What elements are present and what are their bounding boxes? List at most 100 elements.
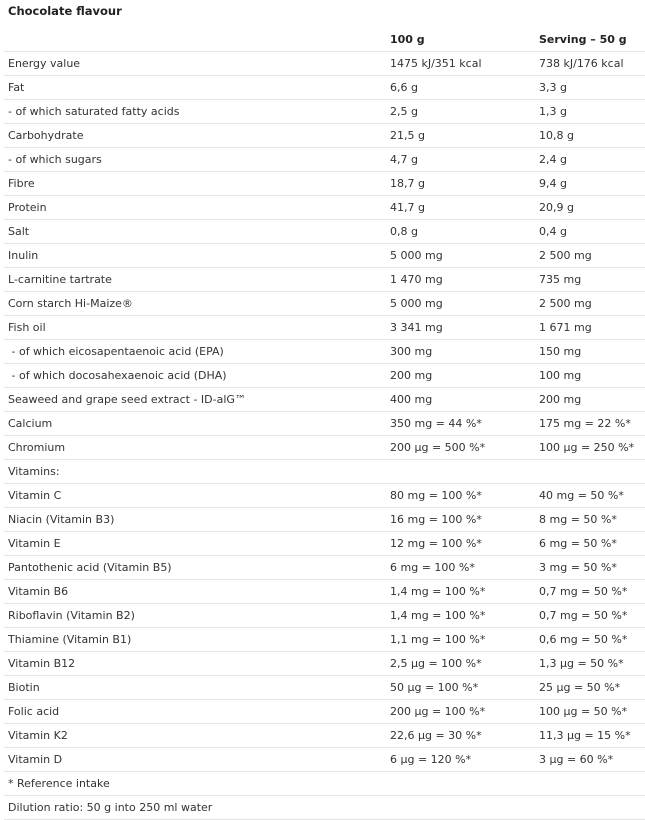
value-per-100g: 350 mg = 44 %*	[386, 411, 535, 436]
nutrient-name: Seaweed and grape seed extract - ID-alG™	[4, 387, 386, 412]
value-per-serving: 8 mg = 50 %*	[535, 507, 645, 532]
value-per-100g: 6 mg = 100 %*	[386, 555, 535, 580]
value-per-100g: 22,6 μg = 30 %*	[386, 723, 535, 748]
value-per-serving: 0,7 mg = 50 %*	[535, 579, 645, 604]
value-per-serving: 10,8 g	[535, 123, 645, 148]
table-row: Energy value 1475 kJ/351 kcal 738 kJ/176 k…	[4, 51, 645, 76]
table-row: Inulin 5 000 mg 2 500 mg	[4, 243, 645, 268]
value-per-100g: 2,5 g	[386, 99, 535, 124]
table-row: - of which sugars 4,7 g 2,4 g	[4, 147, 645, 172]
nutrient-name: Vitamin C	[4, 483, 386, 508]
value-per-100g: 80 mg = 100 %*	[386, 483, 535, 508]
nutrient-name: Inulin	[4, 243, 386, 268]
table-row: Corn starch Hi-Maize® 5 000 mg 2 500 mg	[4, 291, 645, 316]
value-per-serving: 40 mg = 50 %*	[535, 483, 645, 508]
table-row: Vitamin B12 2,5 μg = 100 %* 1,3 μg = 50 %*	[4, 651, 645, 676]
value-per-100g: 4,7 g	[386, 147, 535, 172]
nutrient-name: Carbohydrate	[4, 123, 386, 148]
value-per-100g: 21,5 g	[386, 123, 535, 148]
nutrient-name: Calcium	[4, 411, 386, 436]
value-per-serving: 3 mg = 50 %*	[535, 555, 645, 580]
value-per-serving: 1 671 mg	[535, 315, 645, 340]
table-row: - of which docosahexaenoic acid (DHA) 200…	[4, 363, 645, 388]
table-row: Vitamin K2 22,6 μg = 30 %* 11,3 μg = 15 %*	[4, 723, 645, 748]
table-row: Dilution ratio: 50 g into 250 ml water	[4, 795, 645, 820]
value-per-100g: 1475 kJ/351 kcal	[386, 51, 535, 76]
table-row: Vitamins:	[4, 459, 645, 484]
value-per-serving: 20,9 g	[535, 195, 645, 220]
value-per-100g: 6,6 g	[386, 75, 535, 100]
value-per-serving	[535, 459, 645, 484]
value-per-serving: 2 500 mg	[535, 291, 645, 316]
table-title: Chocolate flavour	[8, 4, 122, 18]
value-per-100g: 5 000 mg	[386, 291, 535, 316]
value-per-serving: 1,3 μg = 50 %*	[535, 651, 645, 676]
table-row: - of which saturated fatty acids 2,5 g 1,3…	[4, 99, 645, 124]
nutrient-name: Protein	[4, 195, 386, 220]
table-row: Protein 41,7 g 20,9 g	[4, 195, 645, 220]
value-per-100g: 41,7 g	[386, 195, 535, 220]
table-row: - of which eicosapentaenoic acid (EPA) 30…	[4, 339, 645, 364]
table-row: Folic acid 200 μg = 100 %* 100 μg = 50 %*	[4, 699, 645, 724]
value-per-100g: 12 mg = 100 %*	[386, 531, 535, 556]
table-header-row: 100 g Serving – 50 g	[4, 28, 645, 52]
value-per-100g	[386, 459, 535, 484]
nutrient-name: Vitamin D	[4, 747, 386, 772]
value-per-100g: 1,4 mg = 100 %*	[386, 579, 535, 604]
nutrient-name: L-carnitine tartrate	[4, 267, 386, 292]
value-per-100g: 5 000 mg	[386, 243, 535, 268]
header-per-serving: Serving – 50 g	[535, 28, 645, 52]
nutrient-name: - of which saturated fatty acids	[4, 99, 386, 124]
value-per-100g: 200 mg	[386, 363, 535, 388]
table-row: Thiamine (Vitamin B1) 1,1 mg = 100 %* 0,6 …	[4, 627, 645, 652]
nutrient-name: - of which sugars	[4, 147, 386, 172]
value-per-serving: 100 mg	[535, 363, 645, 388]
value-per-serving: 735 mg	[535, 267, 645, 292]
value-per-serving: 738 kJ/176 kcal	[535, 51, 645, 76]
nutrient-name: Salt	[4, 219, 386, 244]
value-per-serving: 2,4 g	[535, 147, 645, 172]
table-row: Niacin (Vitamin B3) 16 mg = 100 %* 8 mg = …	[4, 507, 645, 532]
table-row: Riboflavin (Vitamin B2) 1,4 mg = 100 %* 0,…	[4, 603, 645, 628]
nutrient-name: Vitamins:	[4, 459, 386, 484]
nutrient-name: Fibre	[4, 171, 386, 196]
nutrient-name: Niacin (Vitamin B3)	[4, 507, 386, 532]
table-row: Biotin 50 μg = 100 %* 25 μg = 50 %*	[4, 675, 645, 700]
nutrient-name: Vitamin B12	[4, 651, 386, 676]
table-row: Pantothenic acid (Vitamin B5) 6 mg = 100 …	[4, 555, 645, 580]
table-row: Fat 6,6 g 3,3 g	[4, 75, 645, 100]
table-row: Salt 0,8 g 0,4 g	[4, 219, 645, 244]
nutrient-name: Vitamin E	[4, 531, 386, 556]
nutrient-name: * Reference intake	[4, 771, 386, 796]
table-row: L-carnitine tartrate 1 470 mg 735 mg	[4, 267, 645, 292]
value-per-serving: 200 mg	[535, 387, 645, 412]
nutrient-name: - of which docosahexaenoic acid (DHA)	[4, 363, 386, 388]
nutrient-name: Folic acid	[4, 699, 386, 724]
value-per-serving: 0,7 mg = 50 %*	[535, 603, 645, 628]
value-per-serving: 6 mg = 50 %*	[535, 531, 645, 556]
value-per-100g: 200 μg = 100 %*	[386, 699, 535, 724]
value-per-serving: 100 μg = 250 %*	[535, 435, 645, 460]
value-per-100g: 6 μg = 120 %*	[386, 747, 535, 772]
nutrient-name: Vitamin B6	[4, 579, 386, 604]
nutrient-name: Riboflavin (Vitamin B2)	[4, 603, 386, 628]
value-per-serving: 0,6 mg = 50 %*	[535, 627, 645, 652]
value-per-serving: 150 mg	[535, 339, 645, 364]
value-per-100g	[386, 771, 535, 796]
value-per-100g: 0,8 g	[386, 219, 535, 244]
value-per-100g: 1 470 mg	[386, 267, 535, 292]
value-per-serving: 100 μg = 50 %*	[535, 699, 645, 724]
nutrient-name: Fish oil	[4, 315, 386, 340]
nutrient-name: Corn starch Hi-Maize®	[4, 291, 386, 316]
value-per-100g: 300 mg	[386, 339, 535, 364]
value-per-100g: 16 mg = 100 %*	[386, 507, 535, 532]
table-row: Vitamin C 80 mg = 100 %* 40 mg = 50 %*	[4, 483, 645, 508]
header-per-100g: 100 g	[386, 28, 535, 52]
nutrient-name: Fat	[4, 75, 386, 100]
table-row: Chromium 200 μg = 500 %* 100 μg = 250 %*	[4, 435, 645, 460]
nutrient-name: Biotin	[4, 675, 386, 700]
nutrient-name: Energy value	[4, 51, 386, 76]
nutrition-table: 100 g Serving – 50 g Energy value 1475 kJ…	[4, 28, 645, 820]
nutrient-name: Thiamine (Vitamin B1)	[4, 627, 386, 652]
